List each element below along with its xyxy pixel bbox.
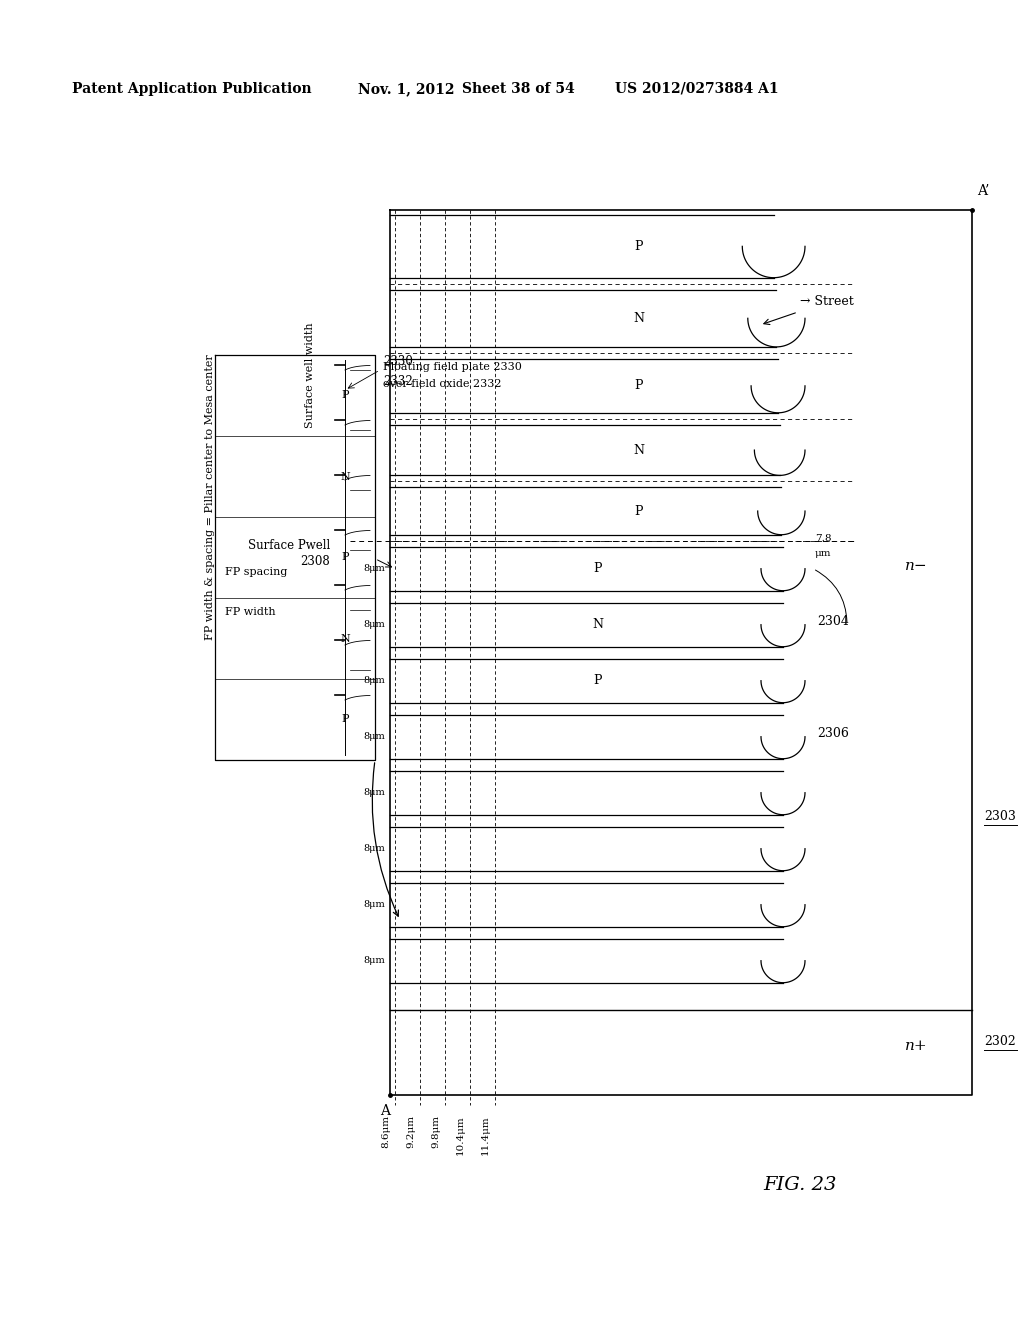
Text: Nov. 1, 2012: Nov. 1, 2012	[358, 82, 455, 96]
Text: 2332: 2332	[383, 375, 413, 388]
Text: US 2012/0273884 A1: US 2012/0273884 A1	[615, 82, 778, 96]
Text: FP width & spacing = Pillar center to Mesa center: FP width & spacing = Pillar center to Me…	[205, 355, 215, 640]
Text: Sheet 38 of 54: Sheet 38 of 54	[462, 82, 574, 96]
Text: 2306: 2306	[817, 727, 849, 739]
Text: N: N	[340, 471, 350, 482]
Text: over field oxide 2332: over field oxide 2332	[383, 379, 502, 389]
Text: 8μm: 8μm	[364, 900, 385, 909]
Text: Surface Pwell: Surface Pwell	[248, 539, 330, 552]
Text: P: P	[593, 675, 602, 688]
Text: 7.8: 7.8	[815, 535, 831, 543]
Text: 8μm: 8μm	[364, 733, 385, 742]
Text: P: P	[635, 379, 643, 392]
Text: 2304: 2304	[817, 615, 849, 628]
Text: P: P	[341, 391, 349, 400]
Text: 2308: 2308	[300, 554, 330, 568]
Text: N: N	[592, 618, 603, 631]
Text: FP spacing: FP spacing	[225, 568, 288, 577]
Text: 8μm: 8μm	[364, 564, 385, 573]
Text: Patent Application Publication: Patent Application Publication	[72, 82, 311, 96]
Text: N: N	[634, 444, 644, 457]
Text: Floating field plate 2330: Floating field plate 2330	[383, 362, 522, 372]
Text: 11.4μm: 11.4μm	[481, 1115, 490, 1155]
Text: 8.6μm: 8.6μm	[381, 1115, 390, 1148]
Text: 2302: 2302	[984, 1035, 1016, 1048]
Text: 9.2μm: 9.2μm	[406, 1115, 415, 1148]
Text: n−: n−	[905, 558, 928, 573]
Text: P: P	[635, 240, 643, 253]
Text: 8μm: 8μm	[364, 956, 385, 965]
Text: N: N	[634, 312, 644, 325]
Text: FIG. 23: FIG. 23	[763, 1176, 837, 1195]
Text: μm: μm	[815, 549, 831, 558]
Text: FP width: FP width	[225, 607, 275, 616]
Text: A’: A’	[977, 183, 989, 198]
Text: 8μm: 8μm	[364, 676, 385, 685]
Text: N: N	[340, 634, 350, 644]
Text: 8μm: 8μm	[364, 788, 385, 797]
Text: P: P	[593, 562, 602, 576]
Text: n+: n+	[905, 1039, 928, 1053]
Text: 2303: 2303	[984, 810, 1016, 822]
Text: 8μm: 8μm	[364, 620, 385, 630]
Text: Surface well width: Surface well width	[305, 322, 315, 428]
Text: P: P	[341, 714, 349, 725]
Text: P: P	[341, 553, 349, 562]
Text: 10.4μm: 10.4μm	[456, 1115, 465, 1155]
Text: 8μm: 8μm	[364, 845, 385, 853]
Text: → Street: → Street	[800, 294, 854, 308]
Text: A: A	[380, 1104, 390, 1118]
Text: 2330: 2330	[383, 355, 413, 368]
Text: 9.8μm: 9.8μm	[431, 1115, 440, 1148]
Text: P: P	[635, 504, 643, 517]
